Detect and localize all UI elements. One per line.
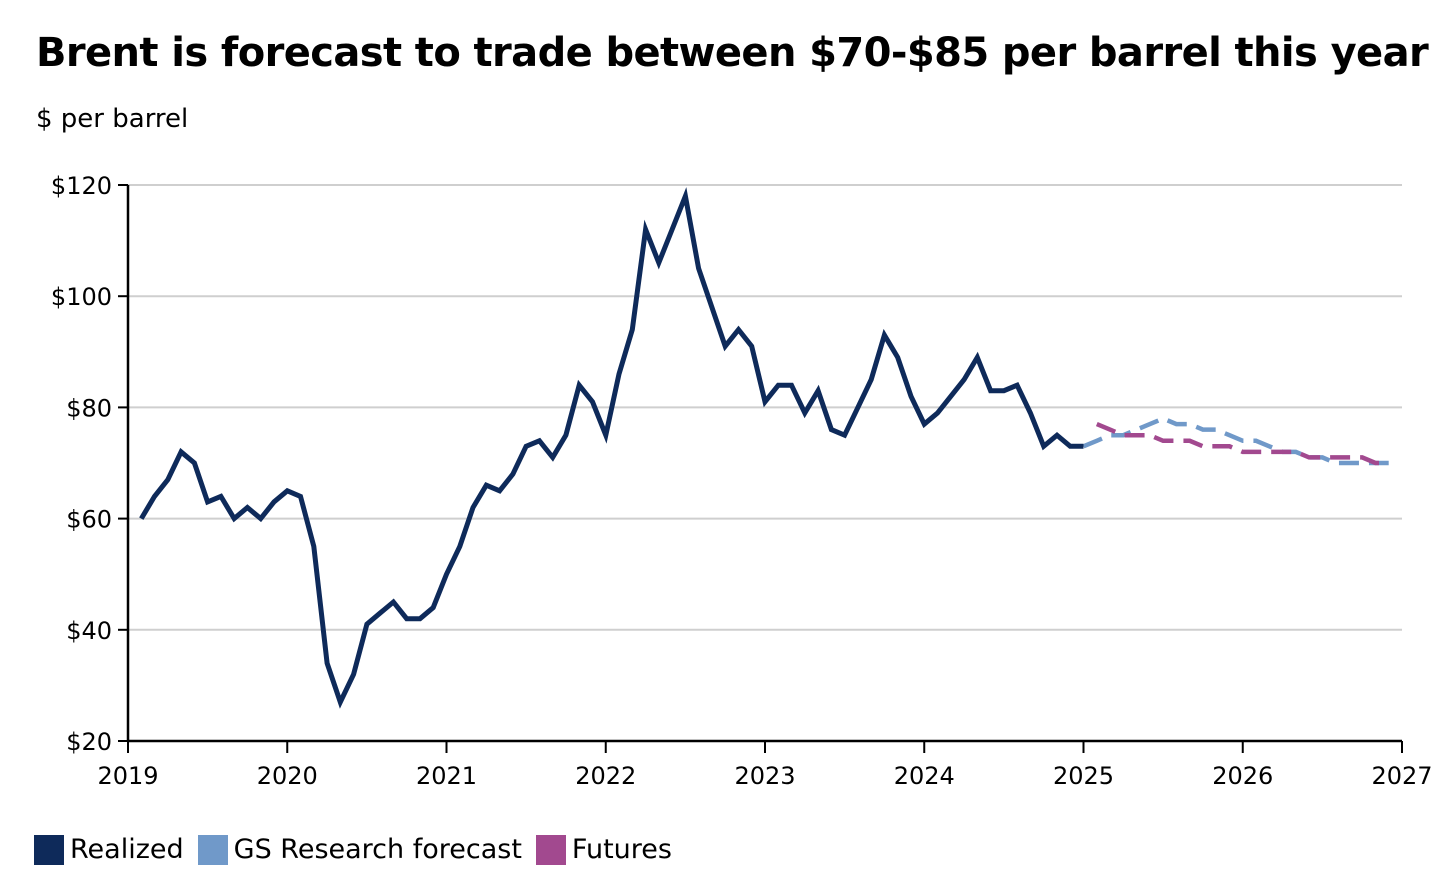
x-tick-label: 2024	[894, 762, 955, 790]
tick-labels: $20 $40 $60 $80 $100 $120 2019 2020 2021 2022 2023…	[51, 172, 1433, 790]
legend-swatch-futures	[535, 834, 566, 865]
y-tick-label: $40	[66, 617, 112, 645]
series-lines	[139, 187, 1389, 709]
legend-label-futures: Futures	[571, 834, 672, 865]
legend-label-forecast: GS Research forecast	[233, 834, 522, 865]
x-tick-label: 2022	[575, 762, 636, 790]
x-tick-label: 2026	[1212, 762, 1273, 790]
y-tick-label: $80	[66, 394, 112, 422]
y-tick-label: $60	[66, 506, 112, 534]
x-tick-label: 2021	[416, 762, 477, 790]
line-chart: $20 $40 $60 $80 $100 $120 2019 2020 2021 2022 2023…	[51, 172, 1433, 790]
y-tick-label: $100	[51, 283, 112, 311]
y-tick-label: $20	[66, 728, 112, 756]
grid-lines	[128, 184, 1402, 631]
series-line-gs-forecast	[1082, 416, 1389, 466]
x-tick-label: 2019	[97, 762, 158, 790]
series-line-futures	[1095, 422, 1389, 466]
x-tick-label: 2020	[257, 762, 318, 790]
legend-swatch-realized	[34, 834, 64, 865]
series-line-realized	[139, 187, 1084, 709]
x-tick-label: 2025	[1053, 762, 1114, 790]
legend-swatch-forecast	[197, 834, 228, 865]
axes	[118, 184, 1403, 753]
x-tick-label: 2027	[1371, 762, 1432, 790]
chart-title: Brent is forecast to trade between $70-$…	[36, 30, 1429, 76]
x-tick-label: 2023	[734, 762, 795, 790]
legend-item-futures: Futures	[535, 834, 672, 865]
legend-item-forecast: GS Research forecast	[197, 834, 522, 865]
y-tick-label: $120	[51, 172, 112, 200]
y-axis-label: $ per barrel	[36, 104, 189, 134]
legend: Realized GS Research forecast Futures	[34, 834, 686, 865]
legend-item-realized: Realized	[34, 834, 184, 865]
legend-label-realized: Realized	[70, 834, 184, 865]
